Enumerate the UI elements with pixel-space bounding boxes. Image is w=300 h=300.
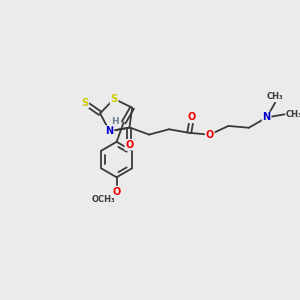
Text: S: S [81, 98, 88, 108]
Text: O: O [125, 140, 134, 150]
Text: O: O [112, 187, 121, 196]
Text: S: S [110, 94, 118, 104]
Text: CH₃: CH₃ [267, 92, 284, 101]
Text: H: H [111, 117, 118, 126]
Text: N: N [106, 126, 114, 136]
Text: CH₃: CH₃ [286, 110, 300, 119]
Text: O: O [206, 130, 214, 140]
Text: OCH₃: OCH₃ [92, 195, 116, 204]
Text: O: O [188, 112, 196, 122]
Text: N: N [262, 112, 271, 122]
